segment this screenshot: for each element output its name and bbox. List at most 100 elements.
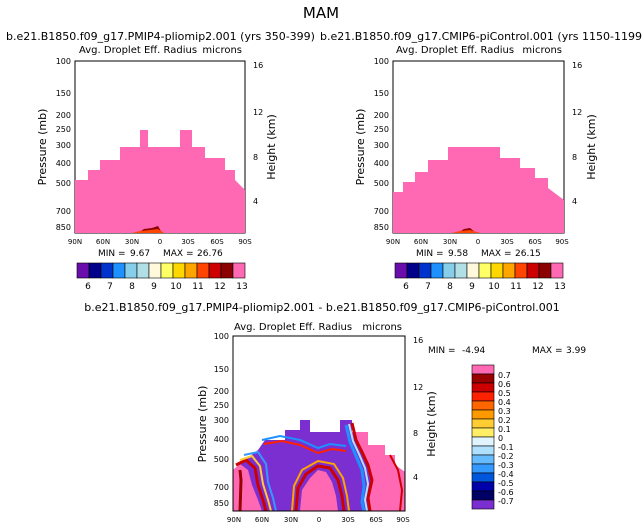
panel-3-band-red [350, 422, 374, 511]
y-right-tick-label: 4 [413, 473, 418, 482]
colorbar-swatch [471, 364, 495, 375]
panel-3-left-edge-dark [238, 469, 243, 511]
colorbar-label: 7 [425, 282, 431, 292]
panel-1-left-axis: Pressure (mb) 100 150 200 250 300 400 50… [36, 57, 71, 232]
panel-1-colorbar [76, 262, 246, 279]
panel-3-ylabel: Pressure (mb) [196, 386, 209, 463]
colorbar-swatch [502, 262, 516, 279]
panel-2-min-max: MIN = 9.58 MAX = 26.15 [416, 249, 541, 259]
colorbar-swatch [471, 454, 495, 465]
panel-3-plot [232, 335, 406, 512]
y-tick-label: 850 [374, 223, 389, 232]
panel-3-blob-center-ring [294, 464, 346, 511]
colorbar-label: 0.2 [498, 416, 511, 425]
y-tick-label: 850 [214, 499, 229, 508]
colorbar-label: 8 [129, 282, 135, 292]
panel-3-band-cyan [348, 423, 370, 511]
colorbar-label: 13 [554, 282, 565, 292]
colorbar-swatch [220, 262, 234, 279]
panel-1-min-label: MIN = [98, 249, 126, 259]
panel-2-subtitle-right: microns [522, 45, 562, 56]
colorbar-swatch [454, 262, 468, 279]
y-right-tick-label: 16 [572, 61, 582, 70]
panel-3-left-axis: Pressure (mb) 100 150 200 250 300 400 50… [196, 332, 229, 508]
y-tick-label: 300 [374, 141, 389, 150]
colorbar-swatch [471, 445, 495, 456]
colorbar-swatch [471, 472, 495, 483]
colorbar-swatch [442, 262, 456, 279]
panel-3-max-value: 3.99 [566, 346, 586, 356]
panel-2-subtitle-left: Avg. Droplet Eff. Radius [396, 45, 514, 56]
colorbar-swatch [471, 436, 495, 447]
colorbar-label: 0 [498, 434, 503, 443]
y-right-tick-label: 16 [253, 61, 263, 70]
y-right-tick-label: 8 [413, 429, 418, 438]
panel-2-right-axis: Height (km) 16 12 8 4 [572, 61, 598, 206]
y-right-tick-label: 4 [253, 197, 258, 206]
colorbar-label: 11 [510, 282, 521, 292]
colorbar-label: 0.5 [498, 389, 511, 398]
y-right-tick-label: 12 [572, 108, 582, 117]
panel-3-right-axis: Height (km) 16 12 8 4 [413, 336, 438, 482]
colorbar-label: 10 [170, 282, 182, 292]
panel-1-plot [74, 60, 246, 234]
panel-3-min-max: MIN = -4.94 MAX = 3.99 [428, 346, 586, 356]
panel-1-ylabel-right: Height (km) [265, 114, 278, 180]
y-tick-label: 300 [56, 141, 71, 150]
panel-3-title: b.e21.B1850.f09_g17.PMIP4-pliomip2.001 -… [84, 301, 560, 314]
panel-3: b.e21.B1850.f09_g17.PMIP4-pliomip2.001 -… [84, 301, 586, 524]
colorbar-swatch [471, 391, 495, 402]
panel-3-subtitle-left: Avg. Droplet Eff. Radius [234, 322, 352, 333]
colorbar-label: 0.6 [498, 380, 511, 389]
y-right-tick-label: 12 [413, 383, 423, 392]
y-right-tick-label: 12 [253, 108, 263, 117]
colorbar-swatch [471, 382, 495, 393]
colorbar-swatch [471, 463, 495, 474]
y-tick-label: 100 [214, 332, 229, 341]
y-tick-label: 150 [214, 365, 229, 374]
figure-title: MAM [303, 4, 339, 22]
colorbar-label: 0.4 [498, 398, 511, 407]
colorbar-swatch [471, 418, 495, 429]
panel-1-subtitle-left: Avg. Droplet Eff. Radius [79, 45, 197, 56]
panel-2-min-value: 9.58 [448, 249, 468, 259]
colorbar-label: 9 [469, 282, 475, 292]
colorbar-label: -0.1 [498, 443, 514, 452]
panel-1-low-region-rim [132, 229, 164, 233]
x-tick-label: 0 [317, 516, 321, 524]
panel-3-blob-center [300, 470, 338, 511]
colorbar-swatch [471, 490, 495, 501]
panel-2-colorbar [394, 262, 564, 279]
panel-1-title: b.e21.B1850.f09_g17.PMIP4-pliomip2.001 (… [6, 30, 315, 43]
colorbar-label: -0.5 [498, 479, 514, 488]
panel-2-ylabel: Pressure (mb) [354, 109, 367, 186]
colorbar-swatch [471, 409, 495, 420]
panel-3-band-left-yellow [239, 454, 272, 511]
y-tick-label: 250 [214, 401, 229, 410]
colorbar-swatch [471, 427, 495, 438]
y-tick-label: 100 [56, 57, 71, 66]
x-tick-label: 30S [181, 238, 195, 246]
colorbar-label: 12 [214, 282, 225, 292]
colorbar-label: 8 [447, 282, 453, 292]
y-tick-label: 700 [56, 207, 71, 216]
panel-2-left-axis: Pressure (mb) 100 150 200 250 300 400 50… [354, 57, 389, 232]
panel-2-field [393, 147, 564, 233]
colorbar-swatch [471, 373, 495, 384]
y-tick-label: 200 [56, 111, 71, 120]
panel-2-title: b.e21.B1850.f09_g17.CMIP6-piControl.001 … [320, 30, 643, 43]
colorbar-label: 9 [151, 282, 157, 292]
x-tick-label: 60S [369, 516, 383, 524]
x-tick-label: 0 [476, 238, 480, 246]
panel-3-blob-center-outer [291, 459, 350, 511]
colorbar-swatch [490, 262, 504, 279]
y-tick-label: 300 [214, 416, 229, 425]
y-tick-label: 150 [374, 89, 389, 98]
colorbar-swatch [514, 262, 528, 279]
colorbar-label: 6 [85, 282, 91, 292]
panel-3-upper-red [263, 439, 347, 455]
x-tick-label: 30S [341, 516, 355, 524]
colorbar-swatch [136, 262, 150, 279]
colorbar-swatch [471, 400, 495, 411]
